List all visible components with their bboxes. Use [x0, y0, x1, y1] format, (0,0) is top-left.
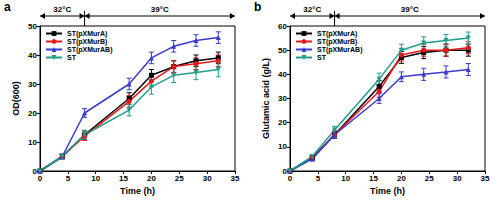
svg-text:50: 50 [278, 46, 287, 55]
svg-text:20: 20 [147, 174, 156, 183]
svg-text:ST: ST [317, 54, 327, 61]
svg-text:25: 25 [175, 174, 184, 183]
svg-text:40: 40 [278, 70, 287, 79]
svg-text:39°C: 39°C [401, 5, 419, 14]
svg-text:ST(pXMurB): ST(pXMurB) [67, 38, 107, 46]
svg-text:35: 35 [231, 174, 240, 183]
svg-text:60: 60 [278, 22, 287, 31]
svg-text:32°C: 32°C [303, 5, 321, 14]
svg-text:20: 20 [397, 174, 406, 183]
svg-text:10: 10 [278, 142, 287, 151]
svg-text:30: 30 [203, 174, 212, 183]
svg-text:50: 50 [28, 22, 37, 31]
svg-text:ST(pXMurA): ST(pXMurA) [67, 30, 107, 38]
svg-text:0: 0 [282, 166, 287, 176]
svg-text:ST(pXMurB): ST(pXMurB) [317, 38, 357, 46]
svg-text:10: 10 [28, 138, 37, 147]
svg-text:20: 20 [28, 109, 37, 118]
svg-text:0: 0 [288, 174, 293, 183]
svg-text:5: 5 [316, 174, 321, 183]
svg-text:Time (h): Time (h) [120, 186, 155, 196]
svg-text:a: a [4, 0, 11, 14]
svg-text:10: 10 [341, 174, 350, 183]
svg-text:39°C: 39°C [151, 5, 169, 14]
svg-text:ST: ST [67, 54, 77, 61]
svg-text:25: 25 [425, 174, 434, 183]
svg-text:b: b [254, 0, 261, 14]
svg-text:Time (h): Time (h) [370, 186, 405, 196]
svg-text:35: 35 [481, 174, 490, 183]
svg-text:30: 30 [278, 94, 287, 103]
svg-text:ST(pXMurA): ST(pXMurA) [317, 30, 357, 38]
svg-text:30: 30 [453, 174, 462, 183]
svg-text:ST(pXMurAB): ST(pXMurAB) [317, 46, 363, 54]
svg-text:0: 0 [38, 174, 43, 183]
svg-text:40: 40 [28, 51, 37, 60]
svg-text:20: 20 [278, 118, 287, 127]
svg-text:15: 15 [369, 174, 378, 183]
svg-text:10: 10 [91, 174, 100, 183]
svg-text:5: 5 [66, 174, 71, 183]
svg-text:ST(pXMurAB): ST(pXMurAB) [67, 46, 113, 54]
svg-text:OD(600): OD(600) [11, 81, 21, 116]
svg-text:32°C: 32°C [53, 5, 71, 14]
svg-text:30: 30 [28, 80, 37, 89]
svg-text:0: 0 [32, 166, 37, 176]
svg-text:15: 15 [119, 174, 128, 183]
svg-text:Glutamic acid (g/L): Glutamic acid (g/L) [261, 58, 271, 139]
